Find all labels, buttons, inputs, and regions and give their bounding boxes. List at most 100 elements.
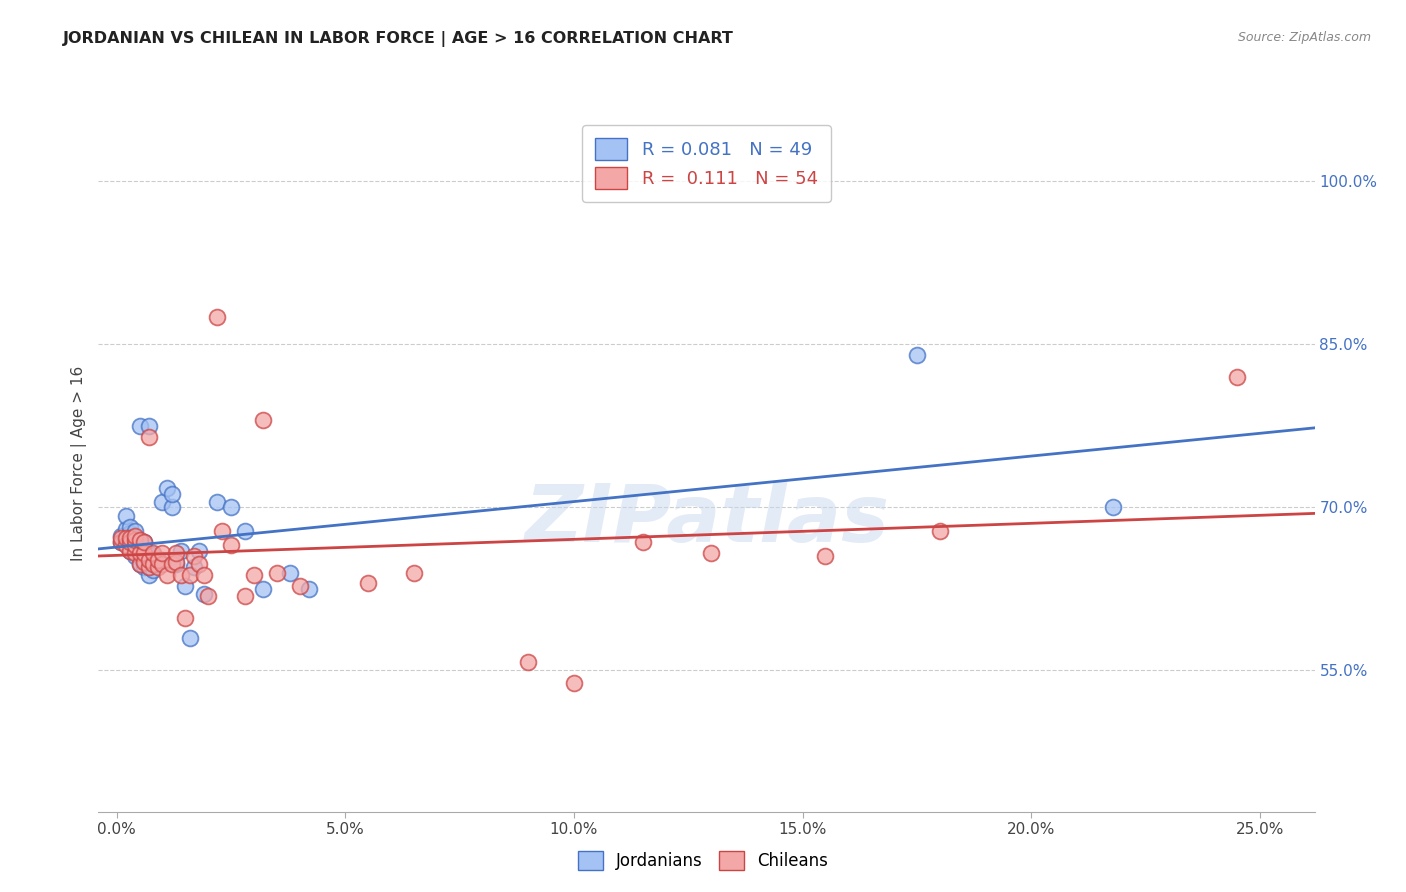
Point (115, 531, 138, 545)
Legend: R = 0.081   N = 49, R =  0.111   N = 54: R = 0.081 N = 49, R = 0.111 N = 54 (582, 125, 831, 202)
Point (142, 557, 165, 571)
Point (120, 544, 142, 558)
Point (152, 557, 174, 571)
Point (128, 557, 150, 571)
Point (197, 590, 219, 604)
Point (124, 538, 146, 552)
Point (165, 555, 187, 569)
Point (1102, 500, 1125, 515)
Point (124, 524, 146, 539)
Point (233, 590, 256, 604)
Point (280, 566, 302, 580)
Point (152, 495, 174, 509)
Point (160, 500, 183, 515)
Point (179, 631, 201, 645)
Point (134, 546, 156, 560)
Point (152, 546, 174, 560)
Point (170, 567, 193, 582)
Point (120, 526, 142, 541)
Point (134, 535, 156, 549)
Text: Source: ZipAtlas.com: Source: ZipAtlas.com (1237, 31, 1371, 45)
Point (170, 544, 193, 558)
Point (142, 563, 165, 577)
Point (156, 567, 179, 582)
Point (1226, 370, 1249, 384)
Point (128, 533, 150, 547)
Point (142, 548, 165, 562)
Point (207, 310, 229, 324)
Point (266, 566, 288, 580)
Point (138, 552, 160, 566)
Point (174, 611, 197, 625)
Y-axis label: In Labor Force | Age > 16: In Labor Force | Age > 16 (72, 367, 87, 561)
Point (146, 557, 169, 571)
Point (120, 535, 142, 549)
Point (179, 567, 201, 582)
Point (138, 560, 160, 574)
Point (193, 587, 215, 601)
Point (110, 528, 132, 542)
Point (138, 430, 160, 444)
Point (134, 560, 156, 574)
Point (128, 546, 150, 560)
Point (402, 566, 425, 580)
Point (562, 676, 585, 690)
Point (193, 567, 215, 582)
Point (174, 579, 197, 593)
Point (288, 579, 311, 593)
Point (357, 576, 380, 591)
Point (165, 546, 187, 560)
Point (183, 549, 205, 564)
Point (211, 524, 233, 539)
Point (115, 522, 138, 536)
Point (233, 524, 256, 539)
Point (115, 508, 138, 523)
Point (183, 560, 205, 574)
Point (124, 546, 146, 560)
Point (138, 418, 160, 433)
Point (207, 495, 229, 509)
Point (138, 560, 160, 574)
Point (124, 531, 146, 545)
Point (252, 413, 274, 427)
Point (243, 567, 266, 582)
Point (128, 535, 150, 549)
Legend: Jordanians, Chileans: Jordanians, Chileans (571, 844, 835, 877)
Point (134, 555, 156, 569)
Point (298, 582, 321, 596)
Point (128, 549, 150, 564)
Point (110, 535, 132, 549)
Point (219, 538, 242, 552)
Point (128, 541, 150, 556)
Point (152, 552, 174, 566)
Point (160, 557, 183, 571)
Point (124, 535, 146, 549)
Point (124, 549, 146, 564)
Point (905, 348, 928, 362)
Point (115, 538, 138, 552)
Point (128, 418, 150, 433)
Point (165, 557, 187, 571)
Point (115, 533, 138, 547)
Point (156, 481, 179, 495)
Point (219, 500, 242, 515)
Point (146, 552, 169, 566)
Point (160, 487, 183, 501)
Point (124, 528, 146, 542)
Point (120, 531, 142, 545)
Point (128, 557, 150, 571)
Point (188, 544, 211, 558)
Point (700, 546, 723, 560)
Point (120, 520, 142, 534)
Text: ZIPatlas: ZIPatlas (524, 481, 889, 558)
Point (124, 533, 146, 547)
Point (928, 524, 950, 539)
Point (631, 535, 654, 549)
Point (814, 549, 837, 564)
Point (120, 544, 142, 558)
Point (138, 567, 160, 582)
Point (110, 531, 132, 545)
Point (124, 541, 146, 556)
Point (517, 655, 540, 669)
Point (120, 535, 142, 549)
